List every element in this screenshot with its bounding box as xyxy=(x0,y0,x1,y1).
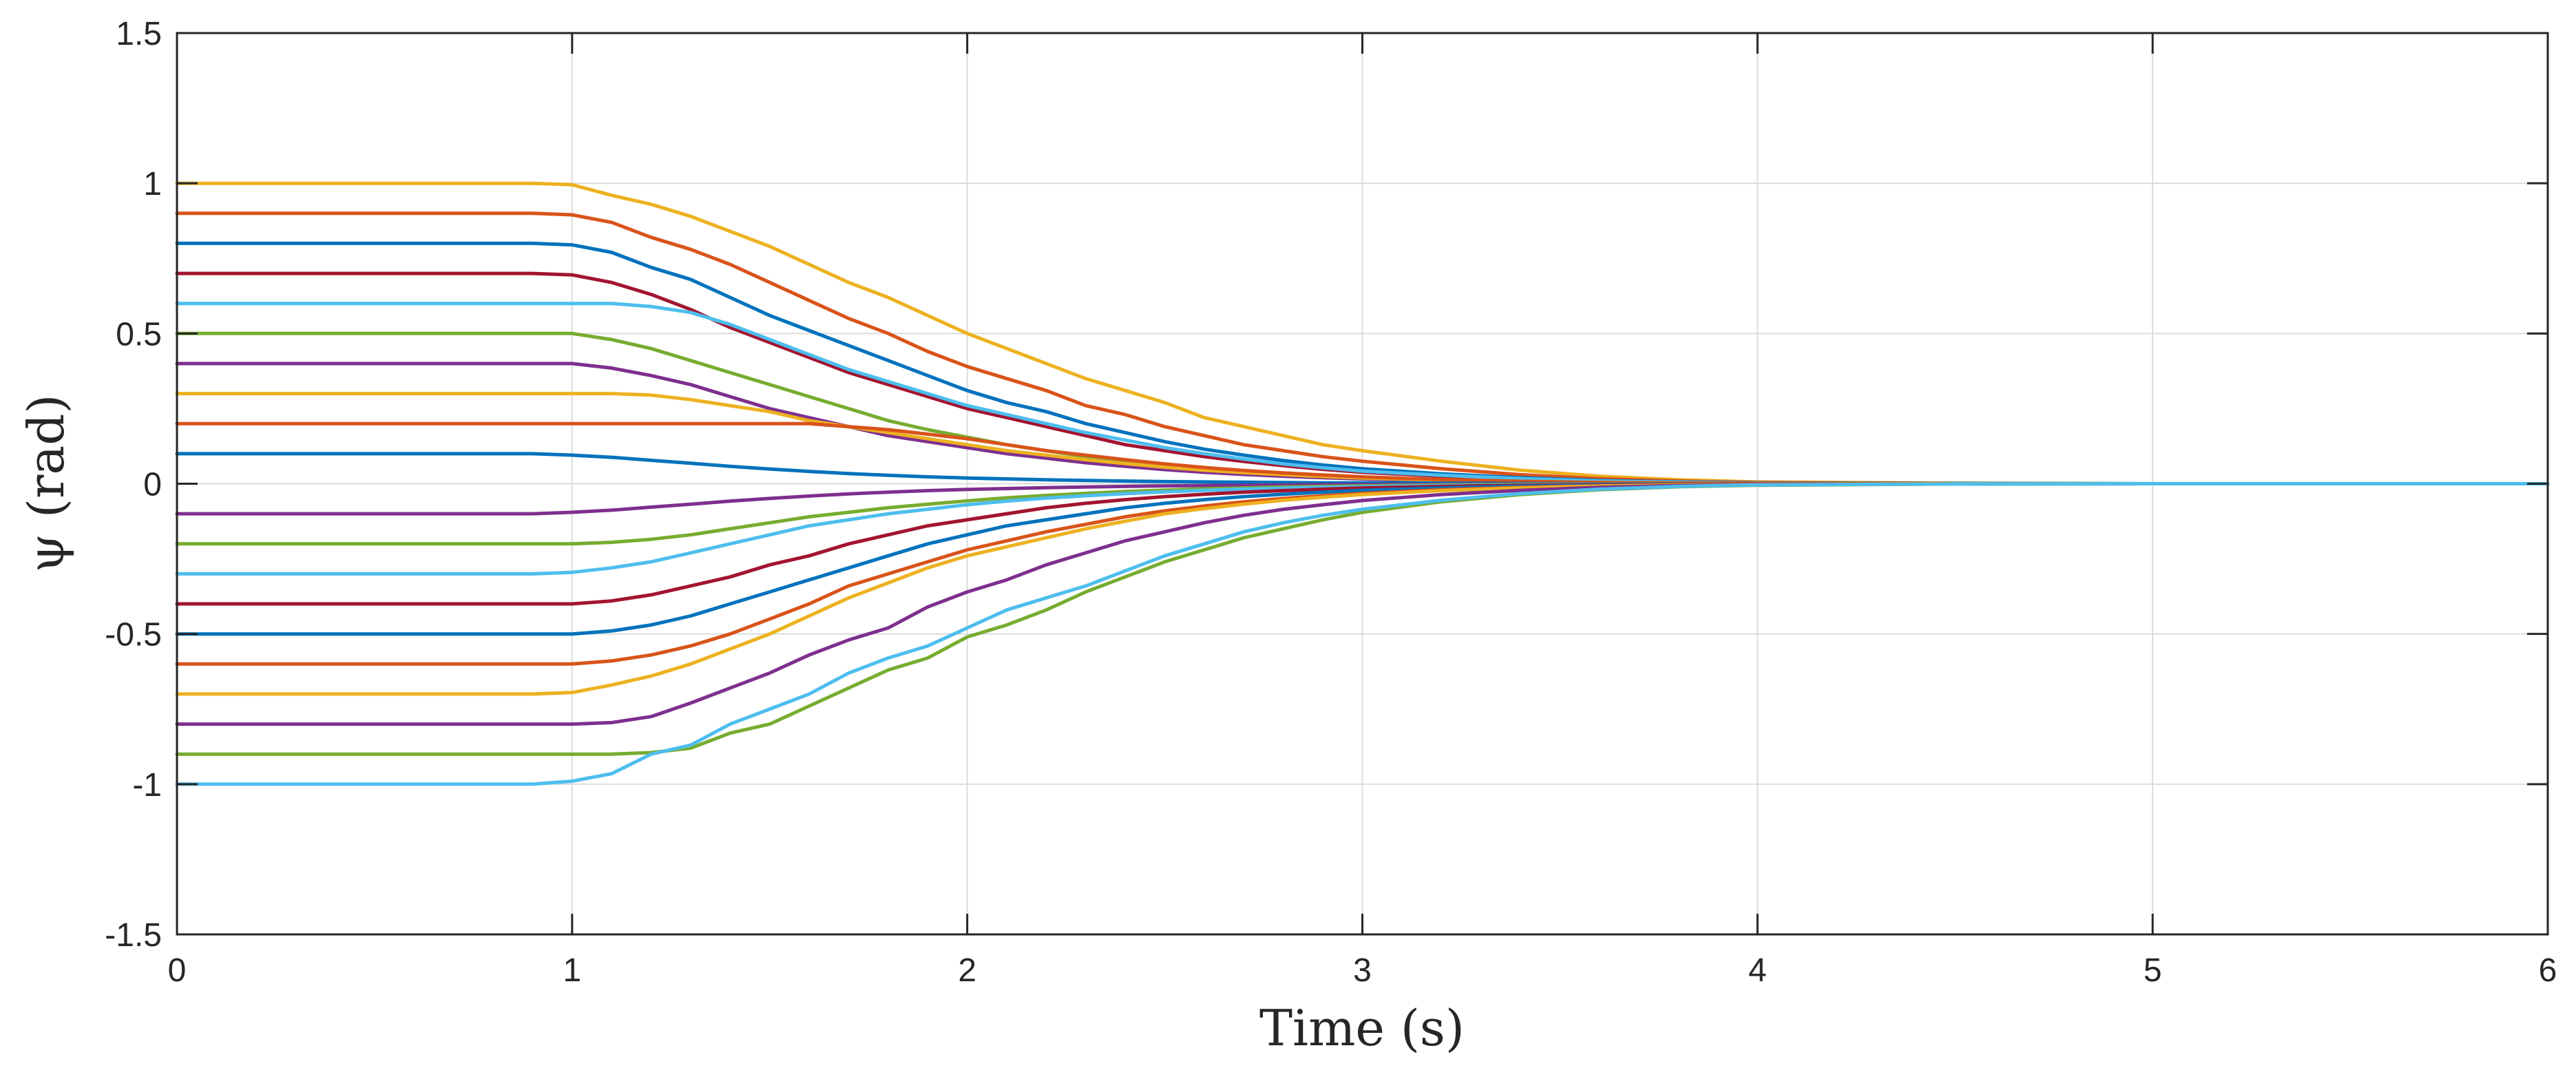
x-tick-label: 6 xyxy=(2539,952,2557,989)
x-tick-label: 1 xyxy=(563,952,581,989)
y-tick-label: 1 xyxy=(143,166,162,202)
x-tick-labels: 0 1 2 3 4 5 6 xyxy=(168,952,2557,989)
x-tick-label: 5 xyxy=(2144,952,2162,989)
y-tick-label: -1 xyxy=(132,767,162,804)
y-axis-label: ψ (rad) xyxy=(17,395,75,573)
x-tick-label: 4 xyxy=(1748,952,1767,989)
x-tick-label: 2 xyxy=(958,952,976,989)
axis-ticks xyxy=(176,32,2549,936)
y-tick-label: -0.5 xyxy=(105,617,162,653)
x-tick-label: 3 xyxy=(1353,952,1372,989)
series-line: ψ0 = 0.9 xyxy=(175,211,2550,485)
y-tick-label: 0 xyxy=(143,467,162,503)
y-tick-label: -1.5 xyxy=(105,917,162,954)
x-tick-label: 0 xyxy=(168,952,187,989)
series-line: ψ0 = -1.0 xyxy=(175,482,2550,786)
series-lines: ψ0 = 1.0ψ0 = 0.9ψ0 = 0.8ψ0 = 0.7ψ0 = 0.6… xyxy=(175,181,2550,786)
series-line: ψ0 = -0.8 xyxy=(175,482,2550,726)
y-tick-label: 1.5 xyxy=(116,16,162,52)
x-axis-label: Time (s) xyxy=(1259,999,1465,1057)
y-tick-label: 0.5 xyxy=(116,316,162,353)
y-tick-labels: -1.5 -1 -0.5 0 0.5 1 1.5 xyxy=(105,16,162,954)
series-line: ψ0 = 1.0 xyxy=(175,181,2550,485)
